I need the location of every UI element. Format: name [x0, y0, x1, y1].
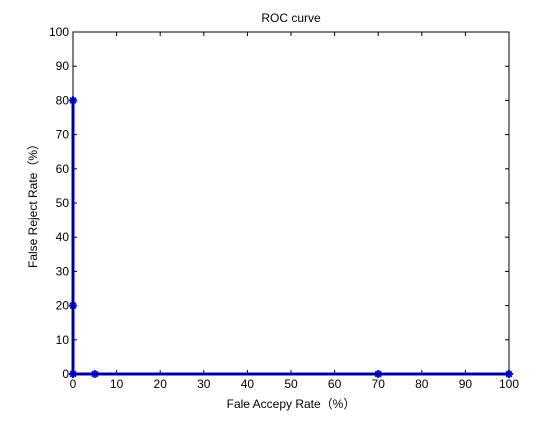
x-tick-label: 30	[197, 377, 211, 391]
y-tick-label: 50	[56, 196, 70, 210]
x-tick-label: 50	[284, 377, 298, 391]
y-tick-label: 0	[62, 367, 69, 381]
x-axis-label: Fale Accepy Rate（%）	[227, 397, 356, 411]
ticks-layer: 0 10 20 30 40 50 60 70 80 90 100 0 10 20 30 40 50 60 70 80 9…	[49, 25, 519, 391]
x-tick-label: 20	[154, 377, 168, 391]
y-tick-label: 40	[56, 230, 70, 244]
x-tick-label: 80	[415, 377, 429, 391]
y-tick-label: 10	[56, 333, 70, 347]
x-tick-label: 0	[70, 377, 77, 391]
y-tick-label: 70	[56, 128, 70, 142]
x-tick-label: 100	[499, 377, 519, 391]
plot-frame	[72, 31, 510, 375]
x-tick-label: 10	[110, 377, 124, 391]
plot-area	[73, 32, 509, 374]
x-tick-label: 40	[241, 377, 255, 391]
x-tick-label: 60	[328, 377, 342, 391]
chart-title: ROC curve	[261, 11, 321, 25]
y-tick-label: 20	[56, 299, 70, 313]
y-tick-label: 100	[49, 25, 69, 39]
y-tick-label: 30	[56, 264, 70, 278]
y-tick-label: 80	[56, 93, 70, 107]
y-tick-label: 90	[56, 59, 70, 73]
y-axis-label: False Reject Rate（%）	[26, 138, 40, 268]
x-tick-label: 70	[372, 377, 386, 391]
y-tick-label: 60	[56, 162, 70, 176]
x-tick-label: 90	[459, 377, 473, 391]
